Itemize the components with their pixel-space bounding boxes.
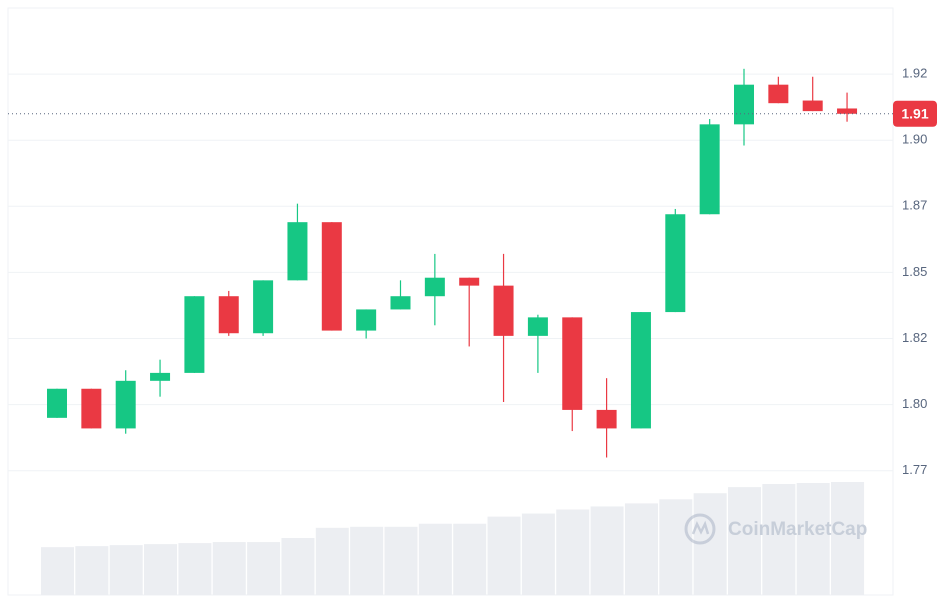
candle-body — [253, 280, 274, 334]
y-tick-label: 1.87 — [902, 198, 927, 213]
volume-bar — [109, 545, 143, 595]
candle-body — [47, 388, 67, 418]
volume-bar — [556, 509, 590, 595]
volume-bar — [796, 483, 830, 595]
candle-body — [184, 296, 205, 373]
candle-body — [493, 285, 514, 336]
candle-body — [150, 372, 171, 381]
candle-body — [630, 312, 651, 429]
candle-body — [596, 409, 617, 429]
current-price-box — [893, 100, 937, 127]
volume-bar — [212, 542, 246, 595]
candle-body — [115, 380, 136, 429]
candle-body — [699, 124, 720, 215]
candle-body — [734, 84, 754, 125]
candle-body — [562, 317, 583, 410]
volume-bar — [762, 484, 796, 595]
volume-bar — [453, 523, 487, 595]
volume-bar — [624, 503, 658, 595]
volume-bar — [144, 544, 178, 595]
candle-body — [837, 108, 858, 114]
watermark-logo — [684, 513, 716, 545]
candle-body — [356, 309, 377, 331]
volume-bar — [728, 487, 761, 595]
volume-bar — [350, 526, 384, 595]
volume-bar — [281, 537, 315, 595]
y-tick-label: 1.80 — [902, 396, 927, 411]
candle-body — [768, 84, 789, 104]
candle-body — [424, 277, 445, 297]
volume-bar — [41, 547, 74, 595]
watermark: CoinMarketCap — [728, 519, 867, 540]
candle-body — [81, 388, 102, 429]
candle-body — [218, 296, 239, 334]
volume-bar — [247, 542, 281, 595]
volume-bar — [75, 546, 109, 595]
volume-bar — [659, 499, 693, 595]
volume-bar — [418, 523, 452, 595]
candle-body — [287, 222, 308, 281]
volume-bar — [487, 516, 521, 595]
candle-body — [665, 214, 686, 313]
candle-body — [527, 317, 548, 336]
candle-body — [321, 222, 342, 331]
volume-bar — [831, 482, 865, 595]
volume-bar — [315, 527, 349, 595]
y-tick-label: 1.85 — [902, 264, 927, 279]
candle-body — [802, 100, 823, 112]
current-price-label: 1.91 — [901, 105, 928, 121]
volume-bar — [521, 513, 555, 595]
y-tick-label: 1.92 — [902, 66, 927, 81]
y-tick-label: 1.77 — [902, 462, 927, 477]
candle-body — [459, 277, 480, 286]
volume-bar — [178, 543, 212, 595]
candle-body — [390, 296, 411, 310]
y-tick-label: 1.90 — [902, 132, 927, 147]
volume-bar — [590, 506, 624, 595]
volume-bar — [384, 526, 418, 595]
y-tick-label: 1.82 — [902, 330, 927, 345]
